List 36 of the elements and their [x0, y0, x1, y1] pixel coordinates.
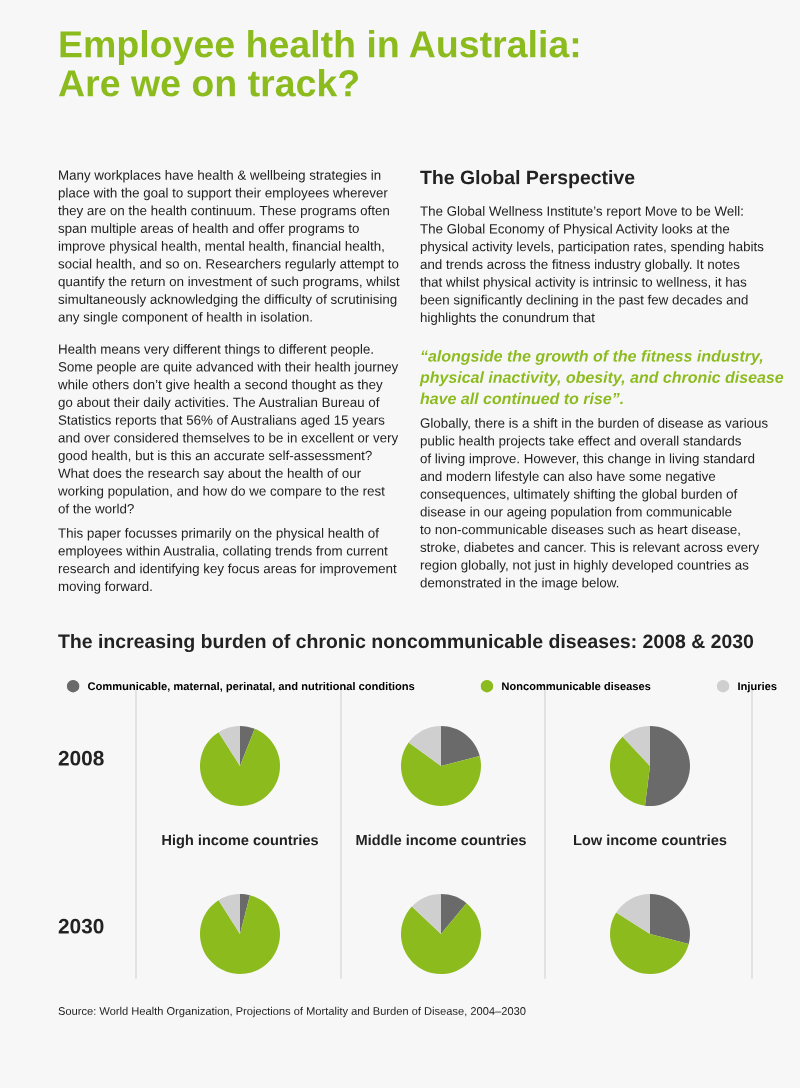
pie-slice [240, 726, 255, 766]
chart-title: Middle income countries [356, 834, 526, 846]
text: 2008 [58, 750, 104, 766]
text: Employee health in Australia: Are we on track? [58, 30, 579, 97]
pie-slice [644, 726, 690, 806]
pie-slice [411, 894, 441, 934]
text: Many workplaces have health & wellbeing strategies in place with the goal to support their employees wherever they are on the health continuum. These programs often span multiple areas of health and offer programs to improve physical health, mental health, financial health, social health, and so on. Researchers regularly attempt to quantify the return on investment of such programs, whilst simultaneously acknowledging the difficulty of scrutinising any single component of health in isolation. [58, 170, 400, 325]
pie-slice [218, 726, 240, 766]
text: This paper focusses primarily on the physical health of employees within Australia, collating trends from current research and identifying key focus areas for improvement moving forward. [58, 528, 397, 594]
pie-slice [610, 736, 650, 806]
text: Health means very different things to different people. Some people are quite advanced with their health journey while others don’t give health a second thought as they go about their daily activities. The Australian Bureau of Statistics reports that 56% of Australians aged 15 years and over considered themselves to be in excellent or very good health, but is this an accurate self-assessment? What does the research say about the health of our working population, and how do we compare to the rest of the world? [57, 344, 399, 514]
pie-slice [401, 903, 481, 974]
pie-slice [610, 912, 689, 974]
pie-slice [240, 894, 250, 934]
source-note: Source: World Health Organization, Projections of Mortality and Burden of Disease, 2004–2030 [58, 1006, 526, 1018]
legend-label: Communicable, maternal, perinatal, and nutritional conditions [88, 682, 415, 693]
pie-slice [200, 728, 280, 806]
text: “alongside the growth of the fitness industry, physical inactivity, obesity, and chronic disease have all continued to rise”. [419, 350, 784, 405]
pie-slice [401, 742, 481, 806]
pie-slice [218, 894, 240, 934]
pie-slice [622, 726, 650, 766]
chart-title: The increasing burden of chronic noncommunicable diseases: 2008 & 2030 [58, 633, 754, 653]
legend-label: Noncommunicable diseases [502, 682, 651, 691]
text: 2030 [58, 918, 104, 934]
pie-slice [200, 895, 280, 974]
chart-title: Low income countries [574, 834, 727, 846]
chart-title: High income countries [162, 834, 319, 849]
pie-slice [441, 726, 480, 766]
text: The Global Perspective [420, 170, 635, 189]
text: The Global Wellness Institute’s report Move to be Well: The Global Economy of Physical Activity looks at the physical activity levels, participation rates, spending habits and trends across the fitness industry globally. It notes that whilst physical activity is intrinsic to wellness, it has been significantly declining in the past few decades and highlights the conundrum that [420, 206, 764, 325]
pie-slice [650, 894, 690, 944]
pie-slice [408, 726, 441, 766]
pie-slice [441, 894, 467, 934]
legend-label: Injuries [738, 682, 777, 693]
pie-slice [616, 894, 650, 934]
text: Globally, there is a shift in the burden of disease as various public health projects take effect and overall standards of living improve. However, this change in living standard and modern lifestyle can also have some negative consequences, ultimately shifting the global burden of disease in our ageing population from communicable to non-communicable diseases such as heart disease, stroke, diabetes and cancer. This is relevant across every region globally, not just in highly developed countries as demonstrated in the image below. [420, 418, 768, 591]
